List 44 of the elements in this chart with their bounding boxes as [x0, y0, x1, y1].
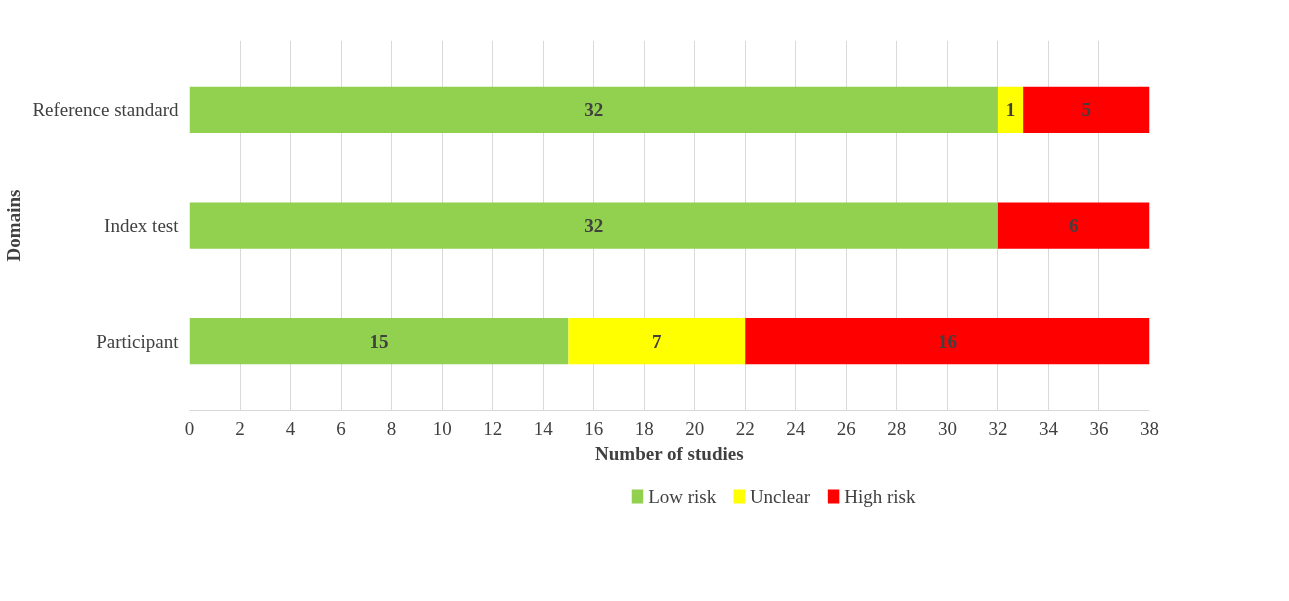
- bar: [189, 318, 569, 365]
- data-label: 16: [937, 330, 957, 352]
- legend-label: Unclear: [749, 486, 811, 507]
- x-tick-label: 20: [685, 417, 705, 439]
- data-label: 32: [584, 215, 604, 236]
- data-label: 1: [1005, 99, 1016, 121]
- bar: [1023, 86, 1150, 133]
- x-tick-label: 16: [584, 417, 604, 439]
- x-tick-label: 18: [634, 417, 654, 439]
- y-tick-label: Reference standard: [32, 99, 179, 121]
- x-tick-label: 22: [735, 417, 755, 439]
- x-tick-label: 12: [483, 417, 503, 439]
- bar: [189, 202, 998, 249]
- data-label: 15: [369, 330, 389, 352]
- bar: [997, 86, 1024, 133]
- bar: [997, 202, 1150, 249]
- x-tick-label: 4: [285, 417, 296, 439]
- bar: [745, 318, 1150, 365]
- x-tick-label: 34: [1038, 417, 1059, 439]
- x-tick-label: 8: [386, 417, 397, 439]
- y-axis-title: Domains: [3, 189, 25, 262]
- x-tick-label: 28: [887, 417, 907, 439]
- x-tick-label: 32: [988, 417, 1008, 439]
- x-tick-label: 26: [836, 417, 856, 439]
- x-tick-label: 38: [1140, 417, 1159, 439]
- data-label: 32: [584, 99, 604, 121]
- data-label: 5: [1081, 99, 1092, 121]
- x-tick-label: 24: [786, 417, 806, 439]
- x-tick-label: 14: [533, 417, 554, 439]
- x-tick-label: 2: [235, 417, 245, 439]
- bar: [568, 318, 746, 365]
- x-tick-label: 0: [184, 417, 195, 439]
- legend-label: High risk: [844, 486, 916, 507]
- x-axis-title: Number of studies: [595, 442, 744, 464]
- y-tick-label: Index test: [104, 215, 180, 236]
- x-tick-label: 36: [1089, 417, 1109, 439]
- bar: [189, 86, 998, 133]
- data-label: 6: [1068, 215, 1079, 236]
- x-tick-label: 10: [432, 417, 452, 439]
- x-tick-label: 30: [937, 417, 957, 439]
- y-tick-label: Participant: [96, 330, 180, 352]
- data-label: 7: [652, 330, 663, 352]
- legend-label: Low risk: [648, 486, 717, 507]
- x-tick-label: 6: [336, 417, 346, 439]
